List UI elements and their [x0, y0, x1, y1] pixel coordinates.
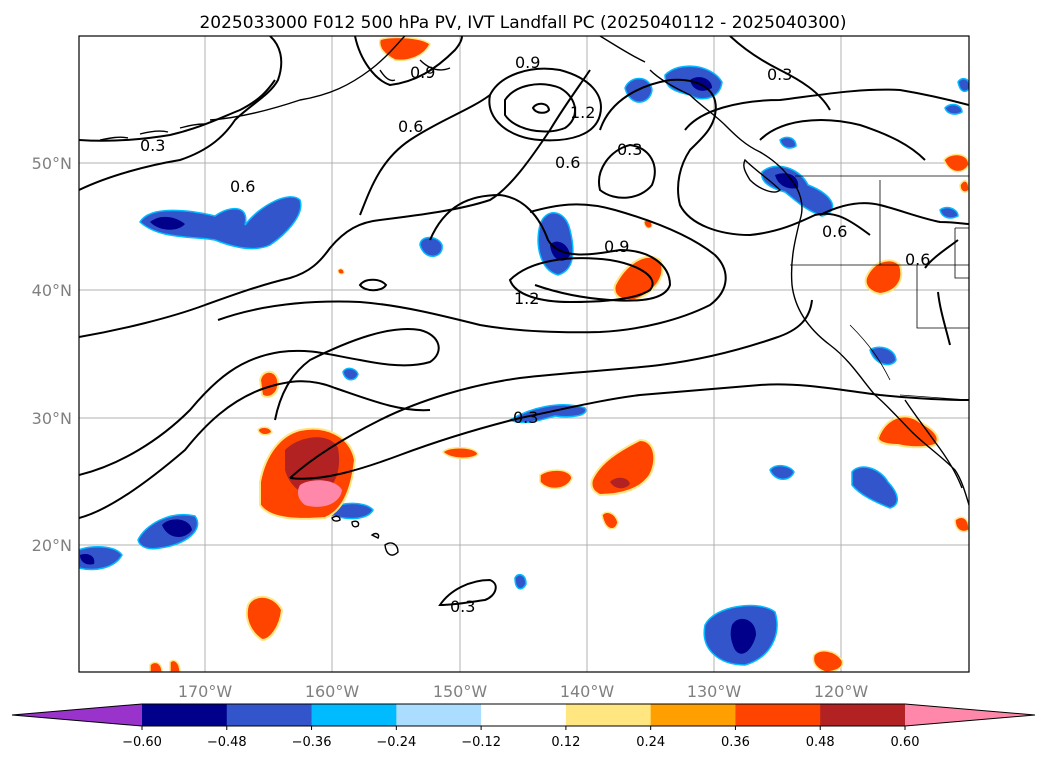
- colorbar-tick-label: −0.24: [376, 735, 416, 750]
- contour-label: 0.6: [230, 177, 255, 196]
- lat-label-40n: 40°N: [32, 281, 72, 300]
- colorbar-tick-label: −0.48: [207, 735, 247, 750]
- colorbar-tick-label: 0.60: [891, 735, 920, 750]
- lon-label-150w: 150°W: [433, 682, 488, 701]
- lon-tick-labels: 170°W 160°W 150°W 140°W 130°W 120°W: [178, 682, 869, 701]
- colorbar-tick-label: 0.24: [636, 735, 665, 750]
- colorbar-tick-label: −0.12: [461, 735, 501, 750]
- contour-label: 0.6: [905, 250, 930, 269]
- lon-label-130w: 130°W: [687, 682, 742, 701]
- lon-label-120w: 120°W: [814, 682, 869, 701]
- coastlines: [99, 36, 969, 556]
- pv-contours: [79, 36, 969, 607]
- contour-label: 0.3: [513, 408, 538, 427]
- contour-label: 0.3: [450, 597, 475, 616]
- contour-label: 0.3: [140, 136, 165, 155]
- negative-shading: [79, 65, 969, 666]
- colorbar-segment: [735, 704, 821, 726]
- colorbar-tick-label: 0.48: [806, 735, 835, 750]
- colorbar-extend-low: [12, 704, 142, 726]
- contour-label: 1.2: [570, 103, 595, 122]
- colorbar-segment: [820, 704, 906, 726]
- contour-label: 0.6: [398, 117, 423, 136]
- colorbar-segment: [311, 704, 397, 726]
- colorbar-segment: [481, 704, 567, 726]
- lon-label-140w: 140°W: [560, 682, 615, 701]
- colorbar-tick-label: −0.36: [292, 735, 332, 750]
- colorbar-extend-high: [905, 704, 1035, 726]
- contour-label: 0.9: [410, 63, 435, 82]
- contour-label: 0.3: [617, 140, 642, 159]
- colorbar: −0.60 −0.48 −0.36 −0.24 −0.12 0.12 0.24 0.36 0.4…: [11, 703, 1036, 750]
- lat-label-30n: 30°N: [32, 409, 72, 428]
- lon-label-160w: 160°W: [305, 682, 360, 701]
- lon-label-170w: 170°W: [178, 682, 233, 701]
- map-title: 2025033000 F012 500 hPa PV, IVT Landfall…: [199, 13, 846, 33]
- colorbar-segment: [226, 704, 313, 726]
- colorbar-tick-label: 0.12: [551, 735, 580, 750]
- colorbar-segment: [142, 704, 228, 726]
- contour-label: 1.2: [514, 289, 539, 308]
- contour-label: 0.9: [604, 237, 629, 256]
- colorbar-tick-label: 0.36: [721, 735, 750, 750]
- political-borders: [790, 175, 969, 401]
- map-panel: 0.9 0.9 0.6 1.2 0.6 0.3 0.3 0.6 0.3 0.6 …: [78, 35, 970, 673]
- contour-label: 0.6: [555, 153, 580, 172]
- colorbar-segment: [650, 704, 736, 726]
- lat-label-20n: 20°N: [32, 536, 72, 555]
- contour-label: 0.9: [515, 53, 540, 72]
- lat-tick-labels: 50°N 40°N 30°N 20°N: [32, 154, 72, 555]
- map-frame: [78, 35, 970, 673]
- colorbar-segment: [396, 704, 482, 726]
- positive-shading: [149, 36, 969, 672]
- lat-label-50n: 50°N: [32, 154, 72, 173]
- colorbar-tick-label: −0.60: [122, 735, 162, 750]
- contour-label: 0.6: [822, 222, 847, 241]
- contour-labels: 0.9 0.9 0.6 1.2 0.6 0.3 0.3 0.6 0.3 0.6 …: [140, 53, 930, 616]
- map-background: [79, 36, 969, 672]
- colorbar-segment: [565, 704, 652, 726]
- contour-label: 0.3: [767, 65, 792, 84]
